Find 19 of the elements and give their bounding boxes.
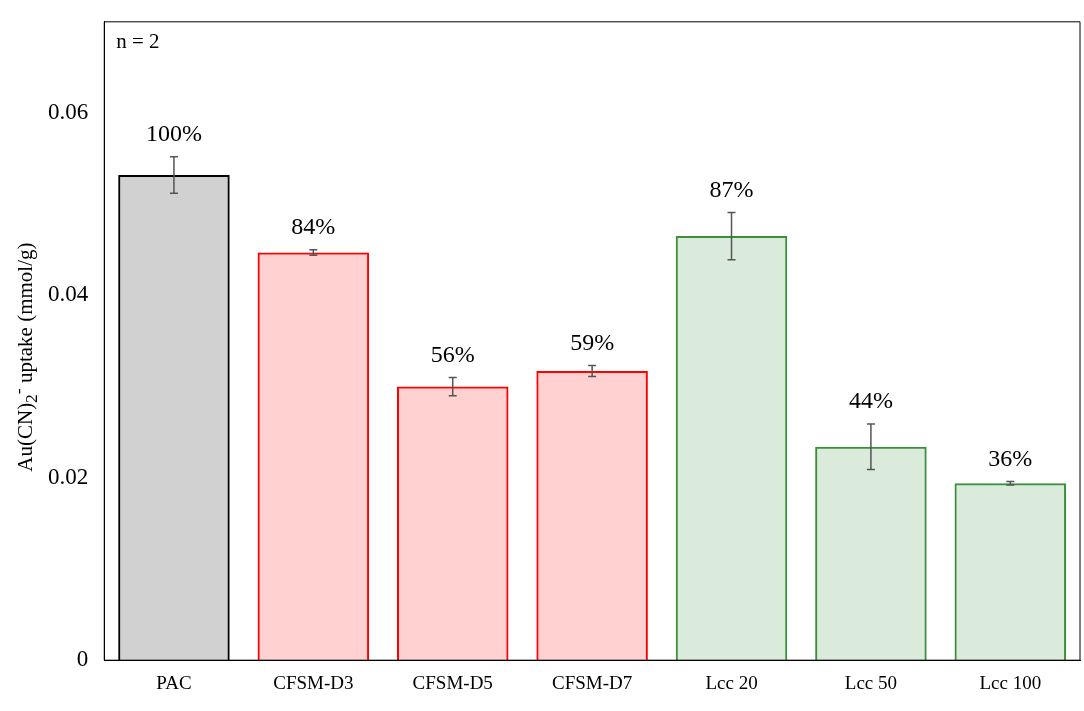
x-tick-label: CFSM-D5 (412, 671, 493, 693)
annotation: 36% (988, 444, 1033, 471)
x-tick-label: Lcc 50 (844, 671, 898, 693)
annotation: 59% (570, 328, 615, 355)
y-tick-label: 0.06 (48, 99, 89, 125)
x-tick-label: Lcc 100 (979, 671, 1042, 693)
x-tick-label: CFSM-D3 (273, 671, 354, 693)
annotation: 56% (430, 340, 475, 367)
y-tick-label: 0.02 (48, 463, 89, 489)
annotation: 87% (709, 175, 754, 202)
x-tick-label: Lcc 20 (705, 671, 758, 693)
annotation: 100% (145, 120, 202, 147)
y-tick-label: 0 (76, 646, 89, 672)
y-tick-label: 0.04 (48, 281, 89, 307)
x-tick-label: PAC (156, 671, 192, 693)
x-tick-label: CFSM-D7 (552, 671, 633, 693)
annotation: n = 2 (116, 28, 160, 53)
annotation: 44% (848, 387, 893, 414)
annotation: 84% (291, 213, 336, 240)
